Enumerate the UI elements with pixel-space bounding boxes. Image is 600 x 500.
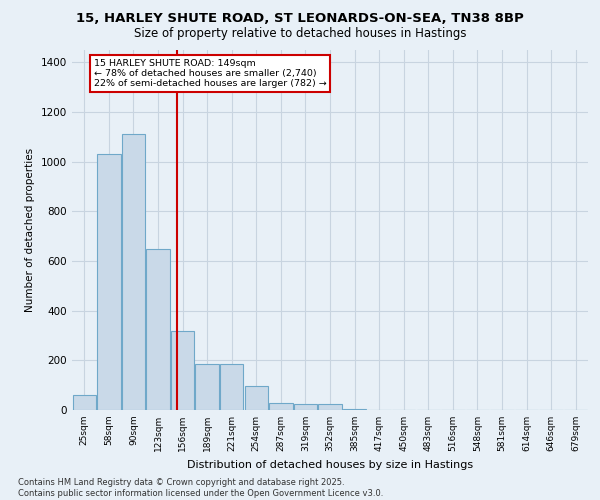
Text: 15, HARLEY SHUTE ROAD, ST LEONARDS-ON-SEA, TN38 8BP: 15, HARLEY SHUTE ROAD, ST LEONARDS-ON-SE… bbox=[76, 12, 524, 26]
Bar bbox=[171, 330, 194, 410]
X-axis label: Distribution of detached houses by size in Hastings: Distribution of detached houses by size … bbox=[187, 460, 473, 469]
Bar bbox=[294, 404, 317, 410]
Bar bbox=[343, 409, 366, 410]
Text: 15 HARLEY SHUTE ROAD: 149sqm
← 78% of detached houses are smaller (2,740)
22% of: 15 HARLEY SHUTE ROAD: 149sqm ← 78% of de… bbox=[94, 58, 326, 88]
Bar bbox=[97, 154, 121, 410]
Text: Size of property relative to detached houses in Hastings: Size of property relative to detached ho… bbox=[134, 28, 466, 40]
Y-axis label: Number of detached properties: Number of detached properties bbox=[25, 148, 35, 312]
Bar bbox=[319, 404, 341, 410]
Bar bbox=[220, 364, 244, 410]
Bar bbox=[73, 395, 96, 410]
Text: Contains HM Land Registry data © Crown copyright and database right 2025.
Contai: Contains HM Land Registry data © Crown c… bbox=[18, 478, 383, 498]
Bar bbox=[196, 364, 219, 410]
Bar bbox=[245, 386, 268, 410]
Bar bbox=[146, 248, 170, 410]
Bar bbox=[269, 403, 293, 410]
Bar bbox=[122, 134, 145, 410]
